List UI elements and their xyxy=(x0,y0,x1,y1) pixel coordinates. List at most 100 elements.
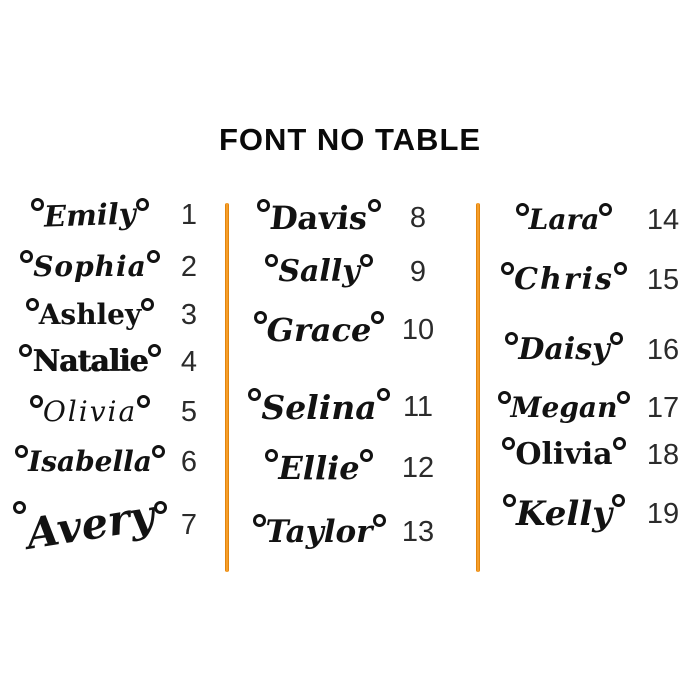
name-pendant: Daisy xyxy=(505,332,623,367)
name-cell: Olivia xyxy=(488,437,640,470)
font-sample-name: Ellie xyxy=(278,449,360,487)
name-cell: Emily xyxy=(14,196,166,233)
jump-ring-icon xyxy=(371,311,385,324)
font-row: Olivia 5 xyxy=(14,386,212,438)
font-row: Daisy 16 xyxy=(488,323,686,377)
font-sample-name: Davis xyxy=(268,199,370,237)
font-row: Lara 14 xyxy=(488,193,686,247)
jump-ring-icon xyxy=(265,254,279,267)
jump-ring-icon xyxy=(502,494,516,507)
name-cell: Davis xyxy=(243,199,395,237)
jump-ring-icon xyxy=(151,445,165,458)
name-pendant: Kelly xyxy=(502,494,626,534)
name-cell: Grace xyxy=(243,311,395,346)
name-cell: Avery xyxy=(12,490,168,559)
jump-ring-icon xyxy=(31,197,45,211)
name-pendant: Sophia xyxy=(20,250,160,283)
font-number: 6 xyxy=(180,445,198,478)
font-sample-name: Selina xyxy=(261,387,377,427)
font-row: Ashley 3 xyxy=(14,289,212,341)
jump-ring-icon xyxy=(367,199,381,212)
name-pendant: Isabella xyxy=(15,445,165,476)
name-cell: Ellie xyxy=(243,449,395,487)
font-row: Isabella 6 xyxy=(14,436,212,488)
jump-ring-icon xyxy=(19,344,33,357)
jump-ring-icon xyxy=(372,513,386,527)
jump-ring-icon xyxy=(29,395,43,408)
font-number: 11 xyxy=(402,390,434,423)
font-sample-name: Kelly xyxy=(515,494,613,534)
font-sample-name: Sophia xyxy=(33,250,147,283)
font-number: 13 xyxy=(401,515,435,548)
font-row: Davis 8 xyxy=(243,191,441,245)
font-row: Sally 9 xyxy=(243,245,441,299)
name-cell: Megan xyxy=(488,391,640,424)
jump-ring-icon xyxy=(257,199,271,212)
font-number: 9 xyxy=(409,255,427,288)
name-pendant: Avery xyxy=(12,490,168,559)
jump-ring-icon xyxy=(612,494,626,507)
font-sample-name: Olivia xyxy=(42,395,138,428)
name-cell: Chris xyxy=(488,262,640,297)
name-pendant: Ashley xyxy=(25,298,155,329)
font-number: 12 xyxy=(401,451,435,484)
jump-ring-icon xyxy=(376,387,390,401)
name-cell: Isabella xyxy=(14,445,166,476)
name-pendant: Olivia xyxy=(29,395,151,428)
name-cell: Olivia xyxy=(14,395,166,428)
jump-ring-icon xyxy=(141,298,155,311)
jump-ring-icon xyxy=(515,203,529,216)
jump-ring-icon xyxy=(135,197,149,211)
name-cell: Lara xyxy=(488,203,640,236)
font-row: Selina 11 xyxy=(243,380,441,434)
name-pendant: Sally xyxy=(265,254,373,289)
font-number: 5 xyxy=(180,395,198,428)
font-sample-name: Megan xyxy=(510,391,618,424)
jump-ring-icon xyxy=(248,387,262,401)
page-title: FONT NO TABLE xyxy=(218,122,482,157)
name-pendant: Megan xyxy=(497,391,631,424)
name-cell: Ashley xyxy=(14,298,166,329)
name-cell: Taylor xyxy=(243,513,395,548)
font-row: Olivia 18 xyxy=(488,428,686,482)
jump-ring-icon xyxy=(609,332,623,345)
column-divider xyxy=(476,203,480,572)
font-number: 3 xyxy=(180,298,198,331)
name-pendant: Grace xyxy=(253,311,385,346)
font-row: Grace 10 xyxy=(243,303,441,357)
font-number: 2 xyxy=(180,250,198,283)
name-pendant: Taylor xyxy=(252,513,386,548)
column-divider xyxy=(225,203,229,572)
font-sample-name: Chris xyxy=(514,262,614,297)
font-row: Sophia 2 xyxy=(14,241,212,293)
jump-ring-icon xyxy=(252,513,266,527)
font-row: Emily 1 xyxy=(14,189,212,241)
jump-ring-icon xyxy=(501,262,515,275)
name-cell: Daisy xyxy=(488,332,640,367)
font-sample-name: Lara xyxy=(528,203,600,236)
font-number: 10 xyxy=(401,313,435,346)
jump-ring-icon xyxy=(617,391,631,404)
jump-ring-icon xyxy=(146,250,160,263)
font-number: 16 xyxy=(646,333,680,366)
name-pendant: Selina xyxy=(248,387,390,427)
jump-ring-icon xyxy=(25,298,39,311)
jump-ring-icon xyxy=(613,262,627,275)
font-number: 1 xyxy=(180,198,198,231)
font-number: 17 xyxy=(646,391,680,424)
font-row: Natalie 4 xyxy=(14,336,212,388)
jump-ring-icon xyxy=(15,445,29,458)
font-sample-name: Sally xyxy=(278,254,360,289)
font-number: 19 xyxy=(646,497,680,530)
name-pendant: Davis xyxy=(257,199,381,237)
font-row: Chris 15 xyxy=(488,253,686,307)
name-cell: Kelly xyxy=(488,494,640,534)
name-pendant: Lara xyxy=(515,203,613,236)
name-cell: Sophia xyxy=(14,250,166,283)
font-number: 7 xyxy=(180,508,198,541)
jump-ring-icon xyxy=(253,311,267,324)
name-pendant: Emily xyxy=(31,196,149,233)
name-pendant: Ellie xyxy=(265,449,373,487)
font-sample-name: Daisy xyxy=(518,332,610,367)
